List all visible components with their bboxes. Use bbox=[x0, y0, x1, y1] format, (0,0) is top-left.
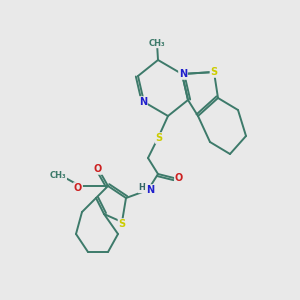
Text: N: N bbox=[146, 185, 154, 195]
Text: N: N bbox=[179, 69, 187, 79]
Text: S: S bbox=[155, 133, 163, 143]
Text: O: O bbox=[175, 173, 183, 183]
Text: O: O bbox=[94, 164, 102, 174]
Text: O: O bbox=[74, 183, 82, 193]
Text: S: S bbox=[118, 219, 126, 229]
Text: H: H bbox=[139, 184, 145, 193]
Text: CH₃: CH₃ bbox=[149, 38, 165, 47]
Text: N: N bbox=[139, 97, 147, 107]
Text: CH₃: CH₃ bbox=[50, 172, 66, 181]
Text: S: S bbox=[210, 67, 218, 77]
